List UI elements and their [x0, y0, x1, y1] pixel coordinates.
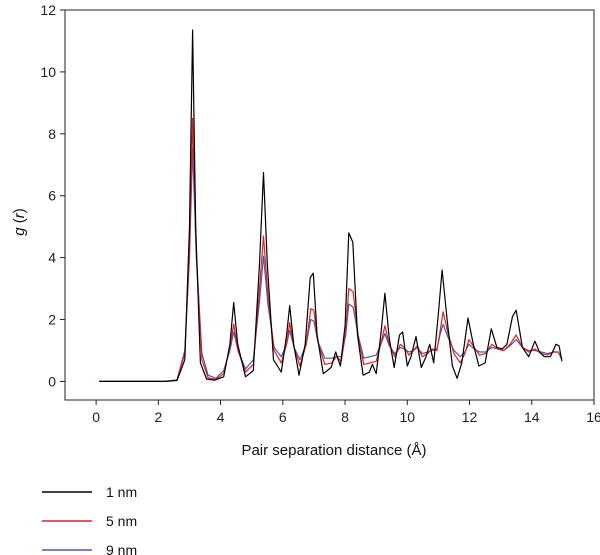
y-tick-label: 6 [48, 188, 56, 204]
y-tick-label: 2 [48, 312, 56, 328]
legend: 1 nm 5 nm 9 nm [42, 484, 137, 555]
series-line-5-nm [99, 117, 563, 382]
y-axis-label-g: g [11, 227, 28, 236]
y-axis-label-r: r [11, 212, 28, 218]
legend-label: 5 nm [106, 513, 137, 529]
plot-area: 0 2 4 6 8 10 12 14 16 0 2 4 6 8 10 12 [40, 2, 600, 425]
y-tick-label: 4 [48, 250, 56, 266]
x-tick-label: 16 [586, 409, 600, 425]
x-tick-label: 4 [217, 409, 225, 425]
x-tick-label: 14 [524, 409, 540, 425]
x-tick-label: 6 [279, 409, 287, 425]
series-line-1-nm [99, 29, 563, 382]
x-tick-label: 12 [462, 409, 478, 425]
x-tick-label: 0 [92, 409, 100, 425]
x-tick-label: 10 [400, 409, 416, 425]
legend-label: 1 nm [106, 484, 137, 500]
y-tick-label: 10 [40, 64, 56, 80]
plot-frame [64, 9, 595, 401]
x-axis-label: Pair separation distance (Å) [241, 442, 426, 459]
x-tick-label: 2 [154, 409, 162, 425]
series-line-9-nm [99, 147, 563, 382]
y-axis-label: g (r) [11, 208, 28, 236]
y-tick-label: 12 [40, 2, 56, 18]
legend-label: 9 nm [106, 542, 137, 555]
y-tick-label: 8 [48, 126, 56, 142]
x-tick-label: 8 [341, 409, 349, 425]
y-tick-label: 0 [48, 373, 56, 389]
